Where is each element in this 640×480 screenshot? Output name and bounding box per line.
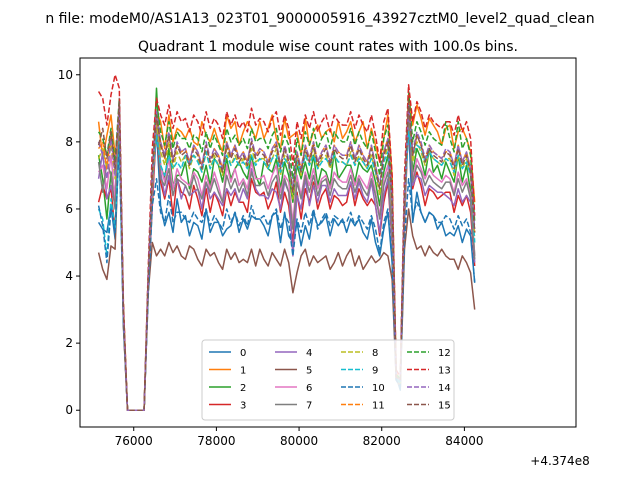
legend-label-13: 13 [438, 366, 451, 377]
y-tick-label: 8 [65, 135, 73, 149]
y-tick-label: 6 [65, 202, 73, 216]
legend-label-2: 2 [240, 383, 246, 394]
x-tick-label: 78000 [197, 434, 235, 448]
x-tick-label: 82000 [363, 434, 401, 448]
series-line-15 [97, 100, 476, 411]
chart-title: Quadrant 1 module wise count rates with … [138, 39, 518, 55]
axes-frame [79, 57, 577, 428]
legend-label-0: 0 [240, 348, 246, 359]
legend-label-14: 14 [438, 383, 451, 394]
legend-label-3: 3 [240, 401, 246, 412]
legend-label-4: 4 [306, 348, 312, 359]
y-tick-label: 2 [65, 336, 73, 350]
legend-label-7: 7 [306, 401, 312, 412]
legend-label-11: 11 [372, 401, 385, 412]
legend-label-6: 6 [306, 383, 312, 394]
legend-box [201, 339, 455, 421]
x-tick-label: 80000 [280, 434, 318, 448]
legend-label-15: 15 [438, 401, 451, 412]
figure-suptitle: n file: modeM0/AS1A13_023T01_9000005916_… [45, 11, 594, 27]
legend-label-1: 1 [240, 366, 246, 377]
legend-label-8: 8 [372, 348, 378, 359]
legend-label-5: 5 [306, 366, 312, 377]
legend-label-9: 9 [372, 366, 378, 377]
series-line-12 [97, 90, 476, 411]
series-line-7 [97, 107, 476, 411]
x-offset-label: +4.374e8 [530, 454, 589, 468]
x-tick-label: 84000 [445, 434, 483, 448]
series-line-5 [97, 124, 476, 411]
y-tick-label: 0 [65, 403, 73, 417]
x-tick-label: 76000 [115, 434, 153, 448]
series-line-10 [97, 144, 476, 411]
y-tick-label: 4 [65, 269, 73, 283]
y-tick-label: 10 [58, 68, 73, 82]
legend-label-12: 12 [438, 348, 451, 359]
series-line-13 [97, 74, 476, 411]
legend-label-10: 10 [372, 383, 385, 394]
series-lines [97, 74, 476, 411]
